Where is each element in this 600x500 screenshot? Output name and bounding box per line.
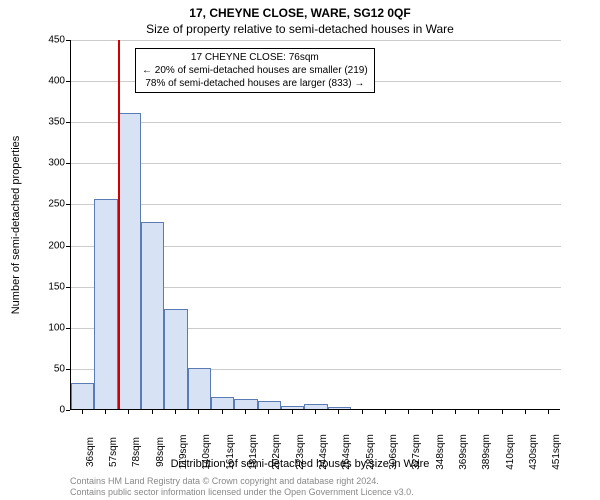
histogram-bar xyxy=(188,368,211,409)
x-tick-mark xyxy=(408,410,409,414)
histogram-bar xyxy=(94,199,117,409)
y-tick-label: 350 xyxy=(5,117,65,128)
y-tick-label: 300 xyxy=(5,158,65,169)
histogram-bar xyxy=(258,401,281,409)
x-tick-label: 451sqm xyxy=(551,434,562,470)
y-tick-mark xyxy=(66,410,70,411)
y-tick-label: 400 xyxy=(5,76,65,87)
footer-line1: Contains HM Land Registry data © Crown c… xyxy=(70,476,414,487)
x-tick-label: 244sqm xyxy=(318,434,329,470)
footer: Contains HM Land Registry data © Crown c… xyxy=(70,476,414,498)
grid-line xyxy=(71,122,561,123)
histogram-bar xyxy=(328,407,351,409)
chart-title-line1: 17, CHEYNE CLOSE, WARE, SG12 0QF xyxy=(0,6,600,20)
x-tick-mark xyxy=(82,410,83,414)
x-tick-label: 285sqm xyxy=(365,434,376,470)
grid-line xyxy=(71,40,561,41)
x-tick-label: 348sqm xyxy=(435,434,446,470)
x-tick-label: 119sqm xyxy=(178,435,189,470)
annotation-line1: 17 CHEYNE CLOSE: 76sqm xyxy=(142,51,368,64)
x-tick-mark xyxy=(478,410,479,414)
y-tick-mark xyxy=(66,40,70,41)
y-tick-label: 450 xyxy=(5,35,65,46)
x-tick-mark xyxy=(362,410,363,414)
annotation-line2: ← 20% of semi-detached houses are smalle… xyxy=(142,64,368,77)
x-tick-label: 161sqm xyxy=(225,434,236,470)
y-tick-label: 150 xyxy=(5,281,65,292)
x-tick-mark xyxy=(292,410,293,414)
y-tick-mark xyxy=(66,369,70,370)
histogram-bar xyxy=(164,309,187,409)
y-tick-label: 100 xyxy=(5,322,65,333)
x-tick-mark xyxy=(175,410,176,414)
x-tick-label: 140sqm xyxy=(201,434,212,470)
annotation-line3: 78% of semi-detached houses are larger (… xyxy=(142,77,368,90)
grid-line xyxy=(71,204,561,205)
x-tick-label: 202sqm xyxy=(271,434,282,470)
y-tick-mark xyxy=(66,81,70,82)
x-tick-mark xyxy=(105,410,106,414)
histogram-bar xyxy=(141,222,164,409)
x-tick-label: 306sqm xyxy=(388,434,399,470)
x-tick-mark xyxy=(198,410,199,414)
x-tick-label: 181sqm xyxy=(248,434,259,470)
y-tick-label: 250 xyxy=(5,199,65,210)
marker-line xyxy=(118,40,120,409)
x-tick-mark xyxy=(245,410,246,414)
x-tick-label: 36sqm xyxy=(85,437,96,467)
x-tick-label: 369sqm xyxy=(458,434,469,470)
y-tick-mark xyxy=(66,328,70,329)
histogram-bar xyxy=(118,113,141,409)
y-tick-label: 50 xyxy=(5,363,65,374)
y-tick-mark xyxy=(66,163,70,164)
footer-line2: Contains public sector information licen… xyxy=(70,487,414,498)
x-tick-label: 78sqm xyxy=(131,437,142,467)
x-tick-mark xyxy=(432,410,433,414)
histogram-bar xyxy=(234,399,257,409)
x-tick-label: 98sqm xyxy=(155,437,166,467)
plot-area xyxy=(70,40,560,410)
y-tick-label: 0 xyxy=(5,405,65,416)
annotation-box: 17 CHEYNE CLOSE: 76sqm ← 20% of semi-det… xyxy=(135,48,375,93)
x-tick-mark xyxy=(525,410,526,414)
x-tick-mark xyxy=(338,410,339,414)
x-tick-label: 327sqm xyxy=(411,434,422,470)
x-tick-label: 264sqm xyxy=(341,434,352,470)
x-tick-mark xyxy=(315,410,316,414)
x-tick-label: 223sqm xyxy=(295,434,306,470)
y-tick-mark xyxy=(66,287,70,288)
y-tick-mark xyxy=(66,246,70,247)
x-tick-label: 430sqm xyxy=(528,434,539,470)
x-tick-mark xyxy=(268,410,269,414)
x-tick-label: 57sqm xyxy=(108,437,119,467)
x-tick-mark xyxy=(222,410,223,414)
x-tick-mark xyxy=(385,410,386,414)
x-tick-mark xyxy=(502,410,503,414)
y-tick-mark xyxy=(66,204,70,205)
histogram-bar xyxy=(304,404,327,409)
chart-title-line2: Size of property relative to semi-detach… xyxy=(0,22,600,36)
histogram-bar xyxy=(71,383,94,409)
x-tick-mark xyxy=(152,410,153,414)
x-tick-mark xyxy=(128,410,129,414)
x-tick-label: 410sqm xyxy=(505,434,516,470)
x-tick-label: 389sqm xyxy=(481,434,492,470)
y-tick-label: 200 xyxy=(5,240,65,251)
x-tick-mark xyxy=(548,410,549,414)
x-tick-mark xyxy=(455,410,456,414)
grid-line xyxy=(71,163,561,164)
y-tick-mark xyxy=(66,122,70,123)
histogram-bar xyxy=(281,406,304,409)
histogram-bar xyxy=(211,397,234,409)
